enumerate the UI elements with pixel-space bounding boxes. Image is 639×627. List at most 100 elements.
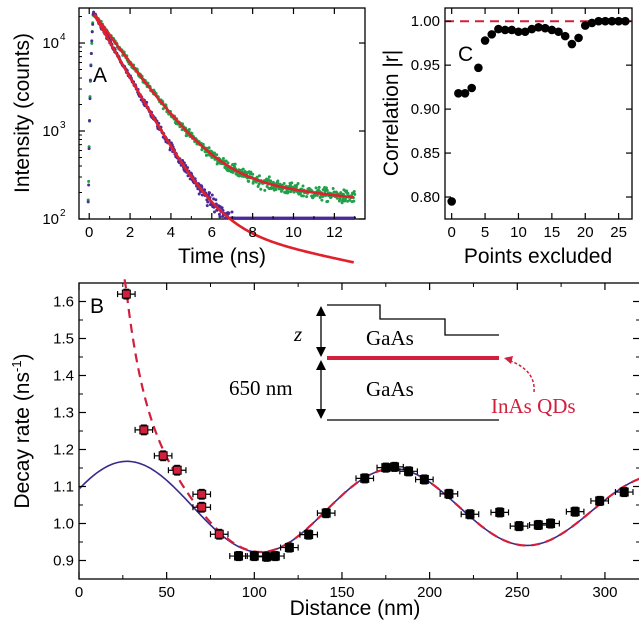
- panel-a-ylabel: Intensity (counts): [11, 33, 34, 193]
- correlation-point: [594, 16, 603, 26]
- distance-label: 650 nm: [229, 376, 293, 400]
- decay-data-point: [215, 153, 219, 157]
- decay-data-point: [187, 127, 191, 131]
- correlation-point: [474, 63, 483, 73]
- decay-data-point: [87, 183, 91, 187]
- decay-data-point: [338, 197, 342, 201]
- decay-data-point: [214, 198, 218, 202]
- panel-c-plot-area: [445, 16, 632, 206]
- panel-b-ylabel-main: Decay rate (ns: [11, 372, 34, 509]
- layer-inset: z 650 nm GaAs GaAs InAs QDs: [229, 304, 576, 421]
- panel-a-x-tick-label: 12: [326, 224, 343, 241]
- z-arrow-head-up: [316, 306, 326, 316]
- panel-b-x-tick-label: 100: [242, 584, 267, 601]
- decay-data-point: [267, 175, 271, 179]
- decay-rate-point-black: [360, 473, 370, 483]
- decay-data-point: [290, 181, 294, 185]
- correlation-point: [520, 27, 530, 37]
- panel-a-frame: [78, 7, 366, 220]
- decay-rate-point-black: [533, 520, 543, 530]
- correlation-point: [487, 30, 497, 39]
- decay-data-point: [345, 189, 349, 193]
- decay-data-point: [220, 206, 224, 210]
- decay-data-point: [197, 192, 201, 196]
- decay-data-point: [207, 146, 211, 150]
- decay-data-point: [212, 151, 216, 155]
- decay-data-point: [90, 30, 94, 34]
- correlation-point: [447, 197, 456, 206]
- decay-data-point: [249, 170, 253, 174]
- panel-b-ticks: 0 50 100 150 200 250 300 0.9 1.0 1.1 1.2 1.3 1.4 1.5 1…: [53, 283, 639, 601]
- decay-data-point: [218, 215, 222, 219]
- panel-a-y-tick-exponent: 4: [60, 32, 66, 43]
- decay-data-point: [92, 10, 96, 14]
- decay-data-point: [296, 182, 300, 186]
- decay-data-point: [88, 97, 92, 101]
- depth-arrow-head-up: [316, 360, 326, 370]
- bottom-layer-label: GaAs: [366, 377, 414, 401]
- decay-rate-point-black: [570, 507, 580, 517]
- correlation-point: [500, 25, 510, 35]
- panel-b-x-tick-label: 50: [158, 584, 175, 601]
- correlation-point: [467, 83, 477, 93]
- decay-data-point: [259, 187, 263, 191]
- panel-a-x-tick-label: 4: [167, 224, 175, 241]
- panel-a-y-tick-exponent: 2: [60, 208, 66, 219]
- decay-data-point: [305, 195, 309, 199]
- panel-b-frame: [78, 282, 639, 580]
- decay-data-point: [257, 174, 261, 178]
- panel-a-plot-area: [86, 10, 357, 264]
- decay-rate-point-black: [419, 474, 429, 484]
- z-label: z: [293, 322, 302, 346]
- panel-c-letter: C: [458, 43, 473, 66]
- panel-b-y-tick-label: 1.0: [53, 516, 74, 533]
- decay-rate-point-red: [121, 289, 131, 299]
- decay-data-point: [208, 191, 212, 195]
- decay-data-point: [88, 78, 92, 82]
- panel-b-x-tick-label: 250: [505, 584, 530, 601]
- decay-rate-point-black: [234, 551, 244, 561]
- panel-a-letter: A: [93, 64, 107, 87]
- decay-data-point: [233, 162, 237, 166]
- decay-rate-point-black: [249, 551, 259, 561]
- panel-a-x-tick-label: 2: [126, 224, 134, 241]
- decay-data-point: [343, 199, 347, 203]
- panel-c-x-tick-label: 10: [510, 224, 527, 241]
- panel-b-plot-area: [78, 279, 639, 562]
- decay-rate-point-black: [595, 496, 605, 506]
- decay-rate-point-red: [139, 425, 149, 435]
- panel-b-ylabel-tail: ): [11, 353, 34, 360]
- decay-data-point: [317, 185, 321, 189]
- decay-data-point: [315, 193, 319, 197]
- surface-profile: [327, 304, 499, 336]
- correlation-point: [567, 39, 577, 49]
- panel-b-y-tick-label: 1.6: [53, 294, 74, 311]
- decay-rate-point-black: [546, 519, 556, 528]
- panel-c-y-tick-label: 0.90: [411, 101, 440, 118]
- decay-data-point: [266, 178, 270, 182]
- panel-c-x-tick-label: 25: [610, 224, 627, 241]
- decay-data-point: [256, 184, 260, 188]
- decay-data-point: [221, 156, 225, 160]
- decay-data-point: [286, 190, 290, 194]
- decay-rate-point-black: [444, 489, 454, 499]
- decay-data-point: [227, 211, 231, 215]
- correlation-point: [600, 16, 610, 26]
- decay-data-point: [282, 182, 286, 186]
- panel-a-x-tick-label: 10: [285, 224, 302, 241]
- decay-data-point: [331, 186, 335, 190]
- decay-data-point: [270, 186, 274, 190]
- decay-rate-point-black: [304, 530, 314, 540]
- panel-b-ylabel: Decay rate (ns-1): [9, 353, 34, 508]
- correlation-point: [480, 36, 490, 45]
- decay-data-point: [212, 210, 216, 214]
- decay-data-point: [215, 162, 219, 166]
- decay-data-point: [335, 196, 339, 200]
- panel-c-y-tick-label: 0.85: [411, 145, 440, 162]
- decay-data-point: [301, 184, 305, 188]
- panel-b: 0 50 100 150 200 250 300 0.9 1.0 1.1 1.2 1.3 1.4 1.5 1…: [9, 279, 639, 620]
- decay-rate-point-black: [495, 507, 505, 517]
- correlation-point: [494, 24, 503, 34]
- panel-c-x-tick-label: 20: [577, 224, 594, 241]
